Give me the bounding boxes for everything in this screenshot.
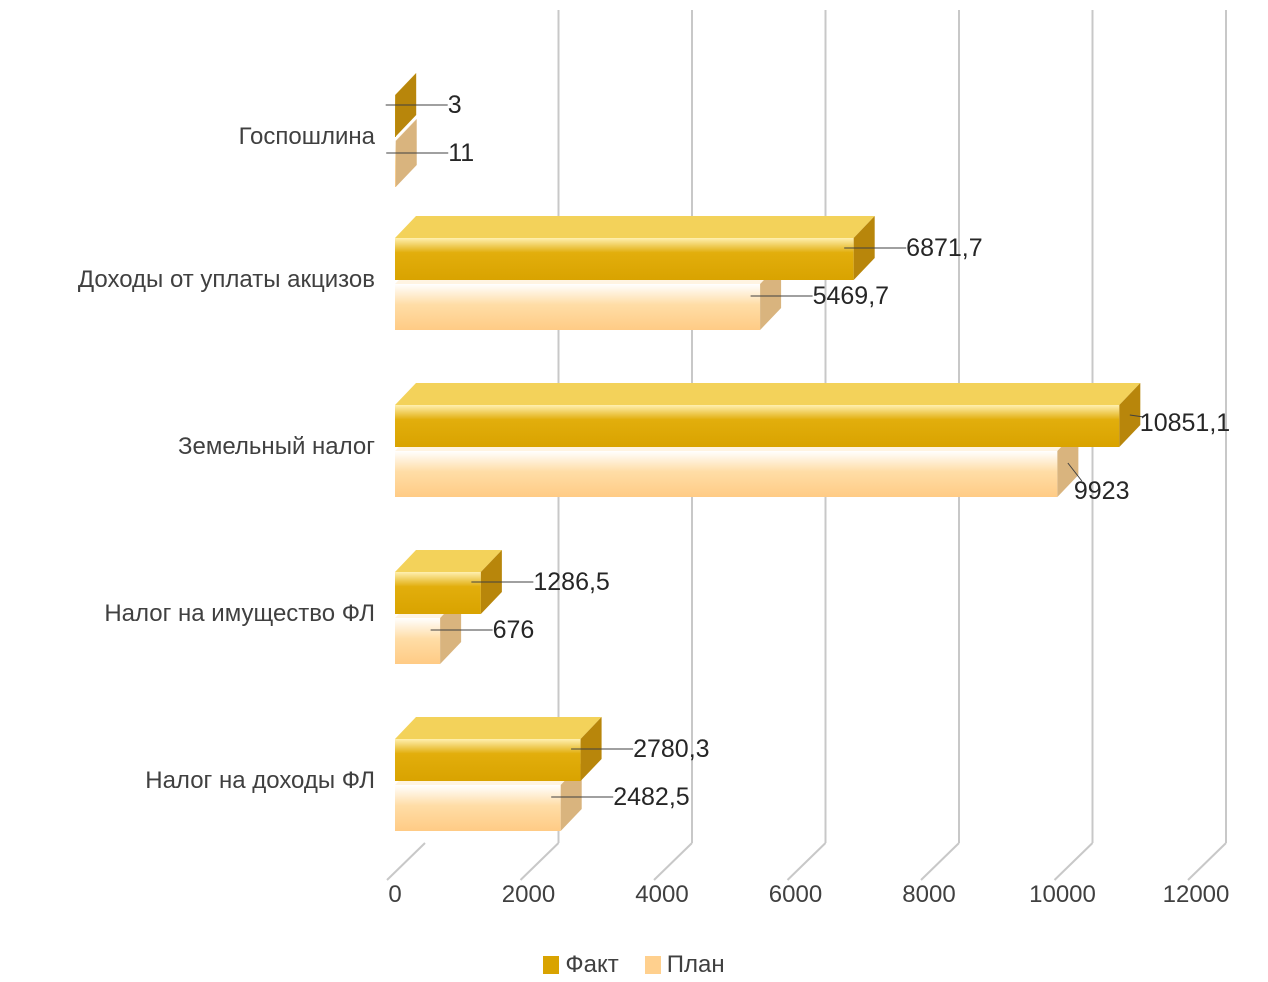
bar-plan-front bbox=[395, 785, 561, 831]
bar-fakt-front bbox=[395, 572, 481, 614]
bar-fakt-top bbox=[395, 717, 602, 739]
bar-plan-top bbox=[395, 119, 417, 141]
legend-item-plan: План bbox=[644, 951, 725, 979]
x-tick-label: 8000 bbox=[902, 881, 955, 908]
legend-label-fakt: Факт bbox=[565, 951, 619, 978]
floor-line bbox=[653, 842, 693, 881]
data-label-fakt: 2780,3 bbox=[633, 735, 709, 763]
legend-swatch-plan bbox=[644, 956, 661, 974]
floor-line bbox=[519, 842, 560, 881]
bar-chart: 2780,3 2482,5 1286,5 676 10851,1 9923 6871,7 54… bbox=[78, 10, 1230, 908]
bar-fakt bbox=[395, 717, 602, 781]
bar-plan-front bbox=[395, 618, 441, 664]
category-label: Налог на имущество ФЛ bbox=[104, 600, 375, 627]
x-tick-label: 6000 bbox=[769, 881, 822, 908]
data-label-plan: 5469,7 bbox=[813, 282, 889, 310]
bar-fakt bbox=[395, 550, 502, 614]
category-label: Земельный налог bbox=[178, 433, 375, 460]
legend: Факт План bbox=[0, 948, 1268, 982]
bar-fakt-top bbox=[395, 550, 502, 572]
category-label: Доходы от уплаты акцизов bbox=[78, 266, 375, 293]
leader-line bbox=[1129, 414, 1144, 418]
legend-label-plan: План bbox=[666, 951, 725, 978]
floor-line bbox=[786, 842, 827, 881]
bar-fakt-front bbox=[395, 238, 854, 280]
data-label-fakt: 10851,1 bbox=[1140, 409, 1230, 437]
axis-labels: 0 2000 4000 6000 8000 10000 12000 Налог на дохо… bbox=[78, 123, 1230, 908]
bar-plan-front bbox=[395, 141, 396, 187]
bars bbox=[395, 73, 1141, 831]
data-label-plan: 11 bbox=[448, 139, 474, 167]
data-label-fakt: 6871,7 bbox=[906, 234, 982, 262]
x-tick-label: 0 bbox=[388, 881, 401, 908]
leader-line bbox=[1067, 462, 1083, 482]
legend-swatch-fakt bbox=[543, 956, 560, 974]
data-label-fakt: 3 bbox=[448, 91, 462, 119]
category-label: Налог на доходы ФЛ bbox=[145, 767, 375, 794]
x-tick-label: 2000 bbox=[502, 881, 555, 908]
bar-fakt-top bbox=[395, 383, 1141, 405]
data-label-plan: 9923 bbox=[1074, 477, 1130, 505]
bar-fakt-top bbox=[395, 216, 875, 238]
x-tick-label: 12000 bbox=[1163, 881, 1230, 908]
floor-line bbox=[386, 842, 426, 881]
data-label-fakt: 1286,5 bbox=[533, 568, 609, 596]
bar-plan-front bbox=[395, 284, 761, 330]
floor-line bbox=[1053, 842, 1094, 881]
data-label-plan: 2482,5 bbox=[613, 783, 689, 811]
x-tick-label: 10000 bbox=[1029, 881, 1096, 908]
bar-fakt-front bbox=[395, 405, 1120, 447]
x-tick-label: 4000 bbox=[635, 881, 688, 908]
bar-fakt-top bbox=[395, 73, 417, 95]
legend-item-fakt: Факт bbox=[543, 951, 619, 979]
floor-line bbox=[1187, 842, 1227, 881]
data-label-plan: 676 bbox=[493, 616, 535, 644]
floor-line bbox=[920, 842, 960, 881]
bar-fakt bbox=[395, 383, 1141, 447]
data-labels: 2780,3 2482,5 1286,5 676 10851,1 9923 6871,7 54… bbox=[385, 91, 1230, 811]
bar-plan-front bbox=[395, 451, 1058, 497]
bar-fakt-front bbox=[395, 739, 581, 781]
bar-fakt bbox=[395, 216, 875, 280]
category-label: Госпошлина bbox=[239, 123, 376, 150]
